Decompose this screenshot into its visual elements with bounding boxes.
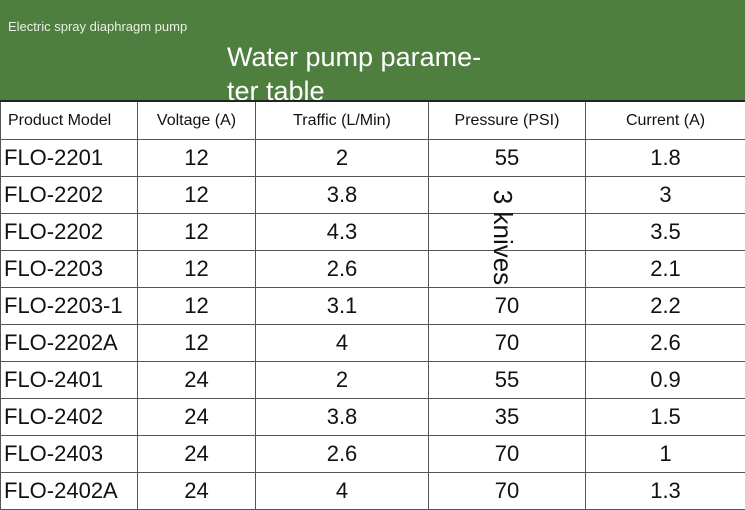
table-cell: 4 [255,472,429,510]
table-cell: 4.3 [255,213,429,251]
table-cell: 2.1 [585,250,745,288]
table-cell: 4 [255,324,429,362]
table-cell: 12 [137,213,256,251]
column-header: Voltage (A) [137,100,256,140]
title: Water pump parame- ter table [227,40,481,108]
table-cell: FLO-2202 [0,213,138,251]
table-row: FLO-2202 12 4.3 3.5 [0,213,745,251]
table-cell: 12 [137,139,256,177]
table-cell: 3 [585,176,745,214]
table-cell: 24 [137,435,256,473]
table-row: FLO-2202A 12 4 70 2.6 [0,324,745,362]
table-cell: 12 [137,176,256,214]
table-cell: 0.9 [585,361,745,399]
header-row: Product Model Voltage (A) Traffic (L/Min) P… [0,100,745,140]
annotation: 3 knives [488,189,519,286]
table-cell: 2.2 [585,287,745,325]
table-body: FLO-2201 12 2 55 1.8 FLO-2202 12 3.8 3 FLO-2202 12… [0,139,745,510]
table-cell: FLO-2401 [0,361,138,399]
header-band [0,0,745,100]
table-row: FLO-2403 24 2.6 70 1 [0,435,745,473]
table-cell: 2.6 [255,250,429,288]
table-cell: 1 [585,435,745,473]
table-cell: 3.5 [585,213,745,251]
table-cell: 70 [428,435,586,473]
table-cell: 2.6 [255,435,429,473]
table-cell [428,176,586,214]
table-row: FLO-2202 12 3.8 3 [0,176,745,214]
table-cell: 55 [428,139,586,177]
table-cell: FLO-2202A [0,324,138,362]
table-cell: FLO-2402 [0,398,138,436]
parameter-table: Product Model Voltage (A) Traffic (L/Min) P… [0,100,745,510]
table-row: FLO-2203-1 12 3.1 70 2.2 [0,287,745,325]
column-header: Traffic (L/Min) [255,100,429,140]
title-line: Water pump parame- [227,42,482,72]
column-header: Current (A) [585,100,745,140]
subtitle: Electric spray diaphragm pump [8,19,188,34]
table-cell: 70 [428,324,586,362]
table-cell: FLO-2402A [0,472,138,510]
table-cell: 3.1 [255,287,429,325]
table-cell: 2.6 [585,324,745,362]
table-cell: 2 [255,139,429,177]
table-cell: FLO-2201 [0,139,138,177]
table-cell: FLO-2203-1 [0,287,138,325]
table-cell: 1.8 [585,139,745,177]
table-row: FLO-2401 24 2 55 0.9 [0,361,745,399]
table-cell: 3.8 [255,176,429,214]
table-row: FLO-2203 12 2.6 2.1 [0,250,745,288]
table-cell: 55 [428,361,586,399]
table-cell: 70 [428,287,586,325]
table-cell: FLO-2403 [0,435,138,473]
table-cell: 2 [255,361,429,399]
table-cell: 12 [137,250,256,288]
table-cell: 24 [137,472,256,510]
table-cell: 70 [428,472,586,510]
table-cell: 24 [137,398,256,436]
table-cell: 24 [137,361,256,399]
table-row: FLO-2201 12 2 55 1.8 [0,139,745,177]
table-cell: 1.5 [585,398,745,436]
table-cell: 12 [137,287,256,325]
table-cell: 1.3 [585,472,745,510]
table-row: FLO-2402 24 3.8 35 1.5 [0,398,745,436]
column-header: Product Model [0,100,138,140]
table-cell: FLO-2203 [0,250,138,288]
table-cell: 3.8 [255,398,429,436]
column-header: Pressure (PSI) [428,100,586,140]
table-row: FLO-2402A 24 4 70 1.3 [0,472,745,510]
table-cell: 12 [137,324,256,362]
table-cell: 35 [428,398,586,436]
table-cell: FLO-2202 [0,176,138,214]
